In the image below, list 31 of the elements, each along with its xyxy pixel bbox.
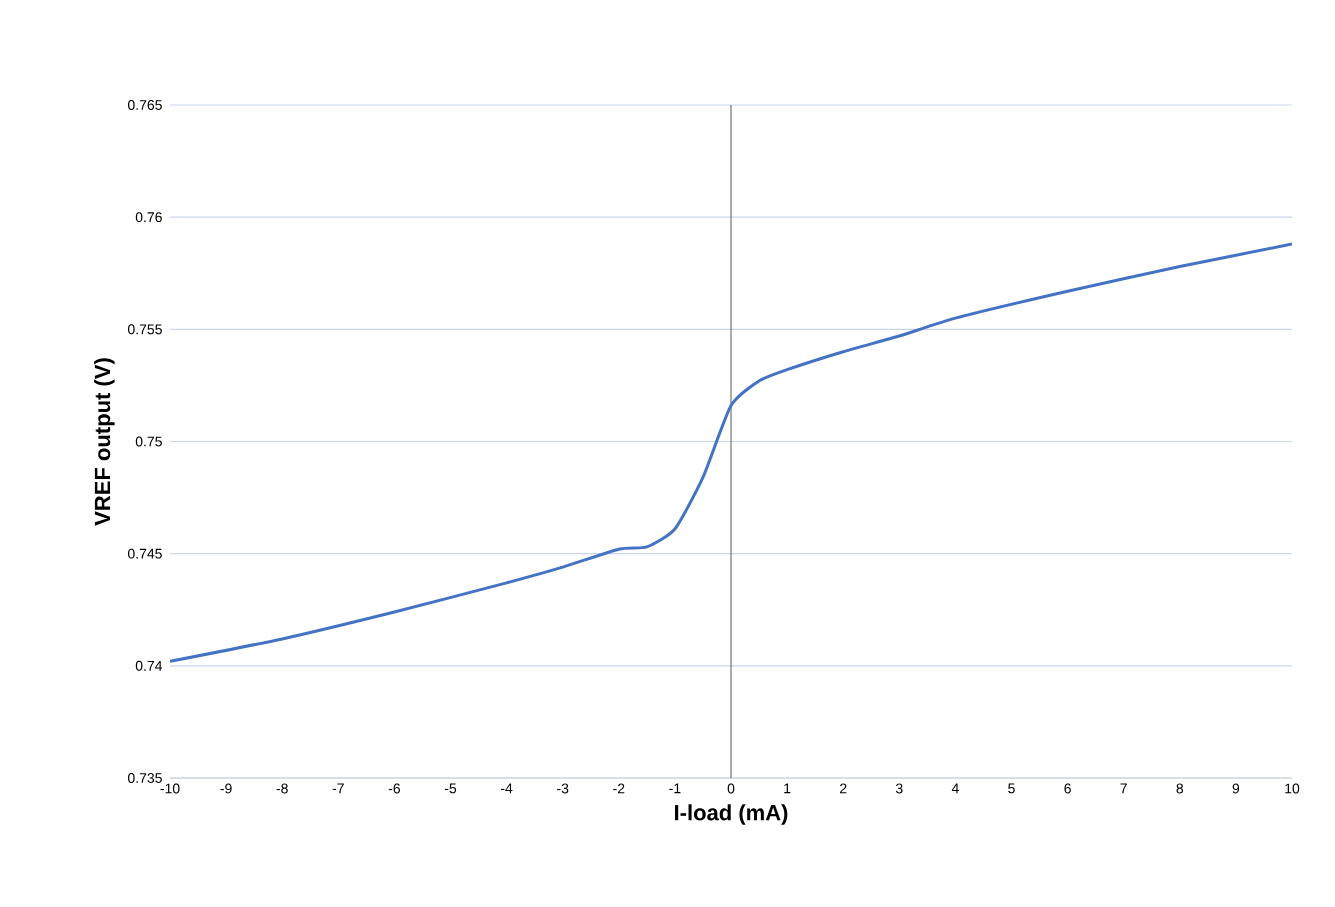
x-axis-title: I-load (mA) (675, 804, 788, 825)
x-tick-label: -5 (444, 783, 457, 794)
y-tick-label: 0.76 (135, 212, 162, 223)
x-tick-label: 2 (840, 783, 847, 794)
y-tick-label: 0.765 (127, 100, 162, 110)
y-tick-label: 0.74 (135, 660, 163, 671)
y-axis-title: VREF output (V) (94, 358, 115, 526)
x-tick-label: 1 (784, 783, 791, 794)
x-tick-label: 5 (1008, 783, 1015, 794)
y-tick-label: 0.75 (135, 436, 162, 447)
x-tick-label: -6 (388, 783, 401, 794)
x-tick-label: -10 (160, 783, 180, 794)
y-tick-label: 0.745 (127, 548, 162, 559)
x-tick-label: 0 (727, 783, 735, 794)
y-tick-label: 0.735 (127, 773, 162, 783)
x-tick-label: -2 (613, 783, 625, 794)
x-tick-label: 6 (1064, 783, 1071, 794)
line-series (170, 242, 1292, 663)
y-tick-label: 0.755 (127, 324, 162, 335)
x-tick-label: 7 (1120, 783, 1127, 794)
x-tick-label: 3 (895, 783, 903, 794)
x-tick-label: 10 (1285, 783, 1300, 794)
x-tick-label: 4 (951, 783, 959, 794)
x-tick-label: -4 (501, 783, 513, 794)
x-tick-label: -7 (332, 783, 344, 794)
x-tick-label: 9 (1232, 783, 1240, 794)
x-tick-label: 8 (1176, 783, 1184, 794)
x-tick-label: -1 (669, 783, 681, 794)
x-tick-label: -3 (557, 783, 569, 794)
x-tick-label: -9 (220, 783, 232, 794)
x-tick-label: -8 (276, 783, 288, 794)
